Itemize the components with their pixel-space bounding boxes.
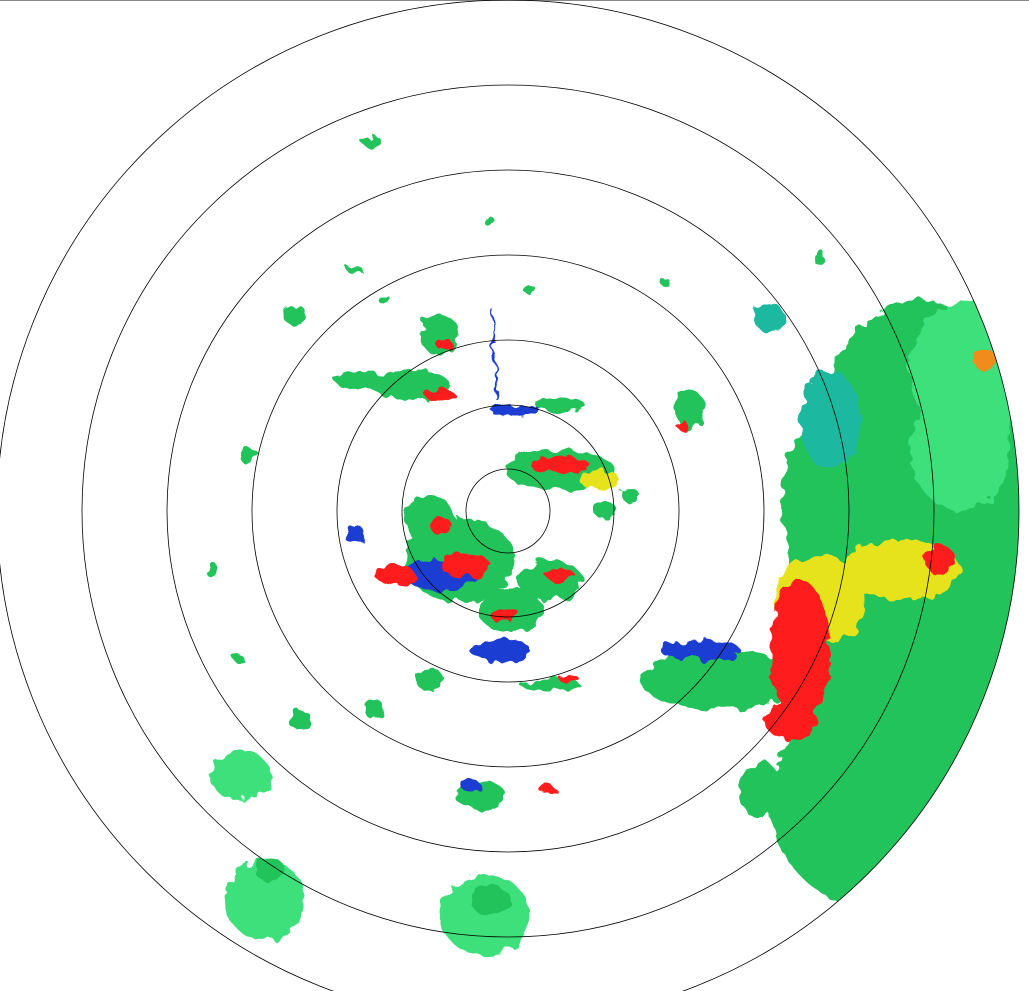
echo-lightgreen: [225, 860, 305, 940]
echo-green: [640, 650, 800, 710]
echo-blue: [660, 640, 740, 660]
echo-green: [347, 266, 363, 274]
echo-green: [415, 670, 445, 690]
echo-green: [365, 700, 385, 720]
echo-green: [814, 250, 826, 266]
echo-green: [288, 710, 312, 730]
range-ring-4: [251, 254, 765, 768]
echo-green: [593, 502, 617, 518]
echo-red: [560, 676, 580, 684]
echo-green: [535, 397, 585, 413]
echo-green: [518, 560, 582, 600]
range-ring-2: [401, 404, 615, 618]
top-border: [0, 0, 1029, 1]
echo-red: [925, 545, 955, 575]
echo-green: [660, 278, 670, 286]
echo-green: [470, 885, 510, 915]
echo-green: [524, 285, 536, 295]
echo-green: [379, 295, 391, 305]
echo-blue: [470, 638, 530, 662]
echo-red: [490, 607, 520, 623]
echo-green: [484, 218, 496, 226]
echo-red: [540, 785, 556, 795]
echo-green: [206, 562, 218, 578]
echo-orange: [973, 350, 997, 370]
echo-red: [765, 700, 815, 740]
range-ring-1: [465, 468, 551, 554]
echo-lightgreen: [210, 750, 270, 800]
spoke-artifact: [492, 309, 498, 401]
echo-yellow: [580, 470, 620, 490]
echo-green: [255, 858, 285, 882]
echo-green: [740, 760, 780, 820]
echo-green: [335, 370, 385, 390]
echo-green: [622, 487, 638, 503]
echo-teal: [755, 303, 785, 333]
echo-red: [430, 515, 450, 535]
echo-blue: [460, 779, 480, 791]
echo-green: [283, 305, 307, 325]
echo-red: [440, 553, 490, 577]
echo-red: [530, 457, 590, 473]
echo-red: [545, 569, 575, 581]
echo-blue: [345, 525, 365, 545]
echo-red: [425, 389, 455, 401]
echo-green: [362, 136, 382, 148]
echo-teal: [800, 370, 860, 470]
echo-red: [375, 565, 415, 585]
echo-green: [238, 447, 258, 463]
echo-green: [675, 390, 705, 430]
echo-red: [676, 420, 688, 430]
range-ring-6: [81, 84, 935, 938]
range-ring-5: [166, 169, 850, 853]
range-ring-3: [336, 339, 680, 683]
echo-lightgreen: [910, 390, 1010, 510]
echo-red: [770, 580, 830, 720]
echo-red: [437, 339, 453, 351]
echo-green: [235, 656, 245, 664]
